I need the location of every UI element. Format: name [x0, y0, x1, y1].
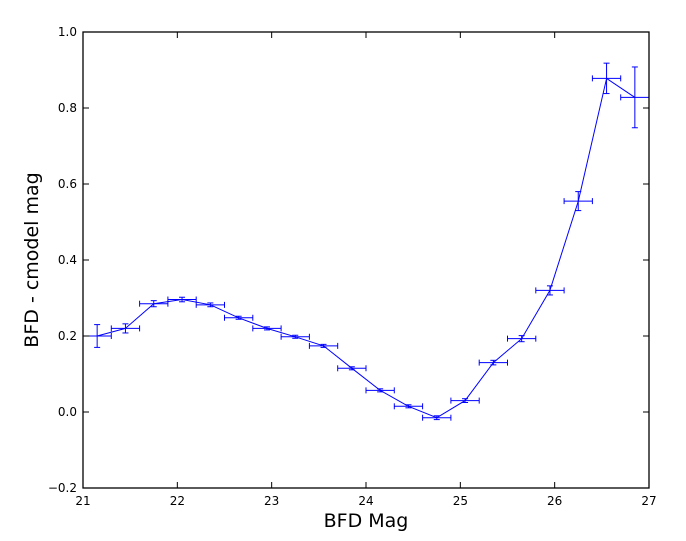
series-line — [96, 77, 636, 419]
data-point — [422, 414, 452, 421]
plot-frame — [82, 31, 650, 489]
y-axis-title: BFD - cmodel mag — [21, 172, 43, 347]
x-tick-label: 27 — [641, 494, 656, 508]
x-tick-label: 22 — [170, 494, 185, 508]
x-tick-label: 24 — [358, 494, 373, 508]
data-point — [450, 397, 480, 404]
y-tick-label: 0.4 — [58, 253, 77, 267]
x-tick-label: 23 — [264, 494, 279, 508]
x-tick-label: 25 — [453, 494, 468, 508]
data-point — [478, 359, 508, 366]
data-point — [337, 365, 367, 372]
data-point — [167, 296, 197, 303]
data-point — [308, 342, 339, 349]
data-point — [507, 335, 537, 343]
data-point — [563, 191, 593, 212]
x-tick-label: 21 — [75, 494, 90, 508]
x-tick-label: 26 — [547, 494, 562, 508]
data-point — [195, 301, 225, 308]
y-tick-label: 0.6 — [58, 177, 77, 191]
x-axis-title: BFD Mag — [324, 510, 409, 532]
y-tick-label: 0.0 — [58, 405, 77, 419]
data-point — [139, 300, 169, 308]
y-tick-label: −0.2 — [48, 481, 77, 495]
data-point — [280, 333, 310, 340]
y-tick-label: 0.2 — [58, 329, 77, 343]
plot-background — [83, 32, 649, 488]
data-point — [110, 323, 141, 334]
data-marks — [82, 62, 650, 421]
y-tick-label: 1.0 — [58, 25, 77, 39]
data-point — [535, 285, 565, 296]
data-point — [224, 314, 254, 321]
data-point — [393, 403, 424, 410]
y-tick-label: 0.8 — [58, 101, 77, 115]
data-point — [591, 62, 622, 95]
data-point — [365, 387, 395, 394]
data-point — [252, 325, 282, 332]
